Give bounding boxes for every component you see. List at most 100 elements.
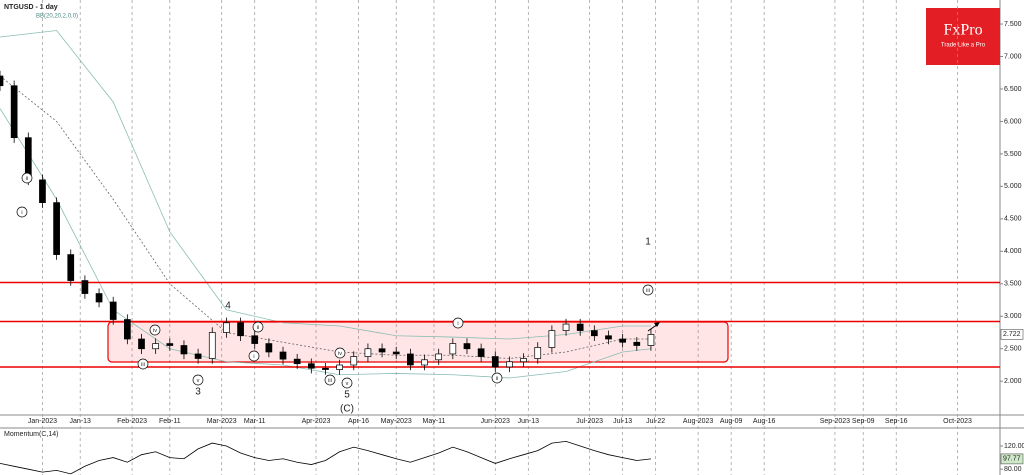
wave-number: 5 [344,390,350,401]
x-tick-label: Feb-2023 [117,418,147,425]
candle-body [67,254,75,281]
y-tick-label: 5.500 [1004,151,1022,158]
y-tick-label: 6.500 [1004,86,1022,93]
wave-circle-label: v [197,378,200,384]
wave-number: (C) [340,404,354,415]
x-tick-label: Jan-2023 [28,418,57,425]
x-tick-label: Jun-13 [518,418,540,425]
candle-body [194,353,202,359]
wave-circle [192,374,204,386]
candle-body [491,356,499,368]
wave-circle-label: i [21,210,22,216]
candle-body [0,75,4,87]
wave-circle-label: i [253,354,254,360]
wave-circle [248,350,260,362]
momentum-tick-label: 80.00 [1004,466,1022,473]
chart-title: NTGUSD - 1 day [4,4,58,11]
x-tick-label: Sep-2023 [820,418,850,425]
y-tick-label: 7.500 [1004,21,1022,28]
x-tick-label: Aug-16 [753,418,776,425]
candle-body [590,330,598,337]
wave-circle [642,284,654,296]
candle-body [95,293,103,303]
wave-number: 4 [225,301,231,312]
candle-body [265,343,273,353]
wave-circle [324,374,336,386]
indicator-label: BB(20,20,2,0,0) [36,14,78,20]
momentum-label: Momentum(C,14) [4,431,58,438]
x-tick-label: Aug-09 [720,418,743,425]
candle-body [124,319,131,340]
x-tick-label: Mar-2023 [207,418,237,425]
wave-circle [16,206,28,218]
wave-circle [491,372,503,384]
wave-circle-label: iii [328,378,332,384]
candle-body [322,367,329,370]
candle-body [109,301,117,320]
y-tick-label: 4.000 [1004,248,1022,255]
x-tick-label: Aug-2023 [683,418,713,425]
x-tick-label: Jun-2023 [481,418,510,425]
candle-body [506,361,513,368]
wave-circle-label: iv [153,328,157,334]
wave-circle-label: iv [338,351,342,357]
candle-body [605,335,612,340]
arrow-head [654,322,660,327]
momentum-last-label: 97.77 [1003,456,1021,463]
candle-body [336,364,343,370]
candle-body [81,280,89,294]
candle-body [39,179,46,203]
wave-circle-label: iii [141,362,145,368]
last-price-label: 2.722 [1003,331,1021,338]
wave-circle-label: v [346,381,349,387]
x-tick-label: Jul-2023 [576,418,603,425]
candle-body [520,358,527,363]
candle-body [279,351,287,360]
candle-body [392,351,400,355]
candle-body [435,353,443,361]
candle-body [53,202,60,255]
x-tick-label: May-11 [423,418,446,425]
x-tick-label: Apr-16 [348,418,369,425]
x-tick-label: Oct-2023 [943,418,972,425]
candle-body [449,343,457,355]
candle-body [421,359,428,366]
x-tick-label: Sep-16 [885,418,908,425]
wave-circle [137,358,149,370]
candle-body [10,85,18,139]
candle-body [251,335,259,344]
candle-body [138,338,145,350]
momentum-line [0,440,651,475]
candle-body [307,363,315,369]
x-tick-label: Feb-11 [159,418,181,425]
logo-tagline: Trade Like a Pro [941,43,986,49]
candle-body [350,356,358,366]
last-price-box [1000,329,1024,340]
candle-body [633,341,641,346]
candle-body [463,343,471,350]
y-tick-label: 3.000 [1004,313,1022,320]
candle-body [223,322,230,333]
x-tick-label: Jul-13 [613,418,632,425]
y-tick-label: 3.500 [1004,281,1022,288]
y-tick-label: 2.000 [1004,378,1022,385]
wave-circle [149,324,161,336]
wave-circle-label: ii [496,376,498,382]
candle-body [208,332,216,359]
y-tick-label: 2.500 [1004,346,1022,353]
wave-circle [452,317,464,329]
y-tick-label: 5.000 [1004,183,1022,190]
x-tick-label: Sep-09 [852,418,875,425]
candle-body [562,323,570,331]
wave-circle-label: ii [257,325,259,331]
candle-body [293,358,301,365]
candle-body [152,343,160,350]
x-tick-label: May-2023 [381,418,412,425]
wave-circle [252,321,264,333]
candle-body [619,338,626,343]
candle-body [166,343,174,346]
y-tick-label: 4.500 [1004,216,1022,223]
